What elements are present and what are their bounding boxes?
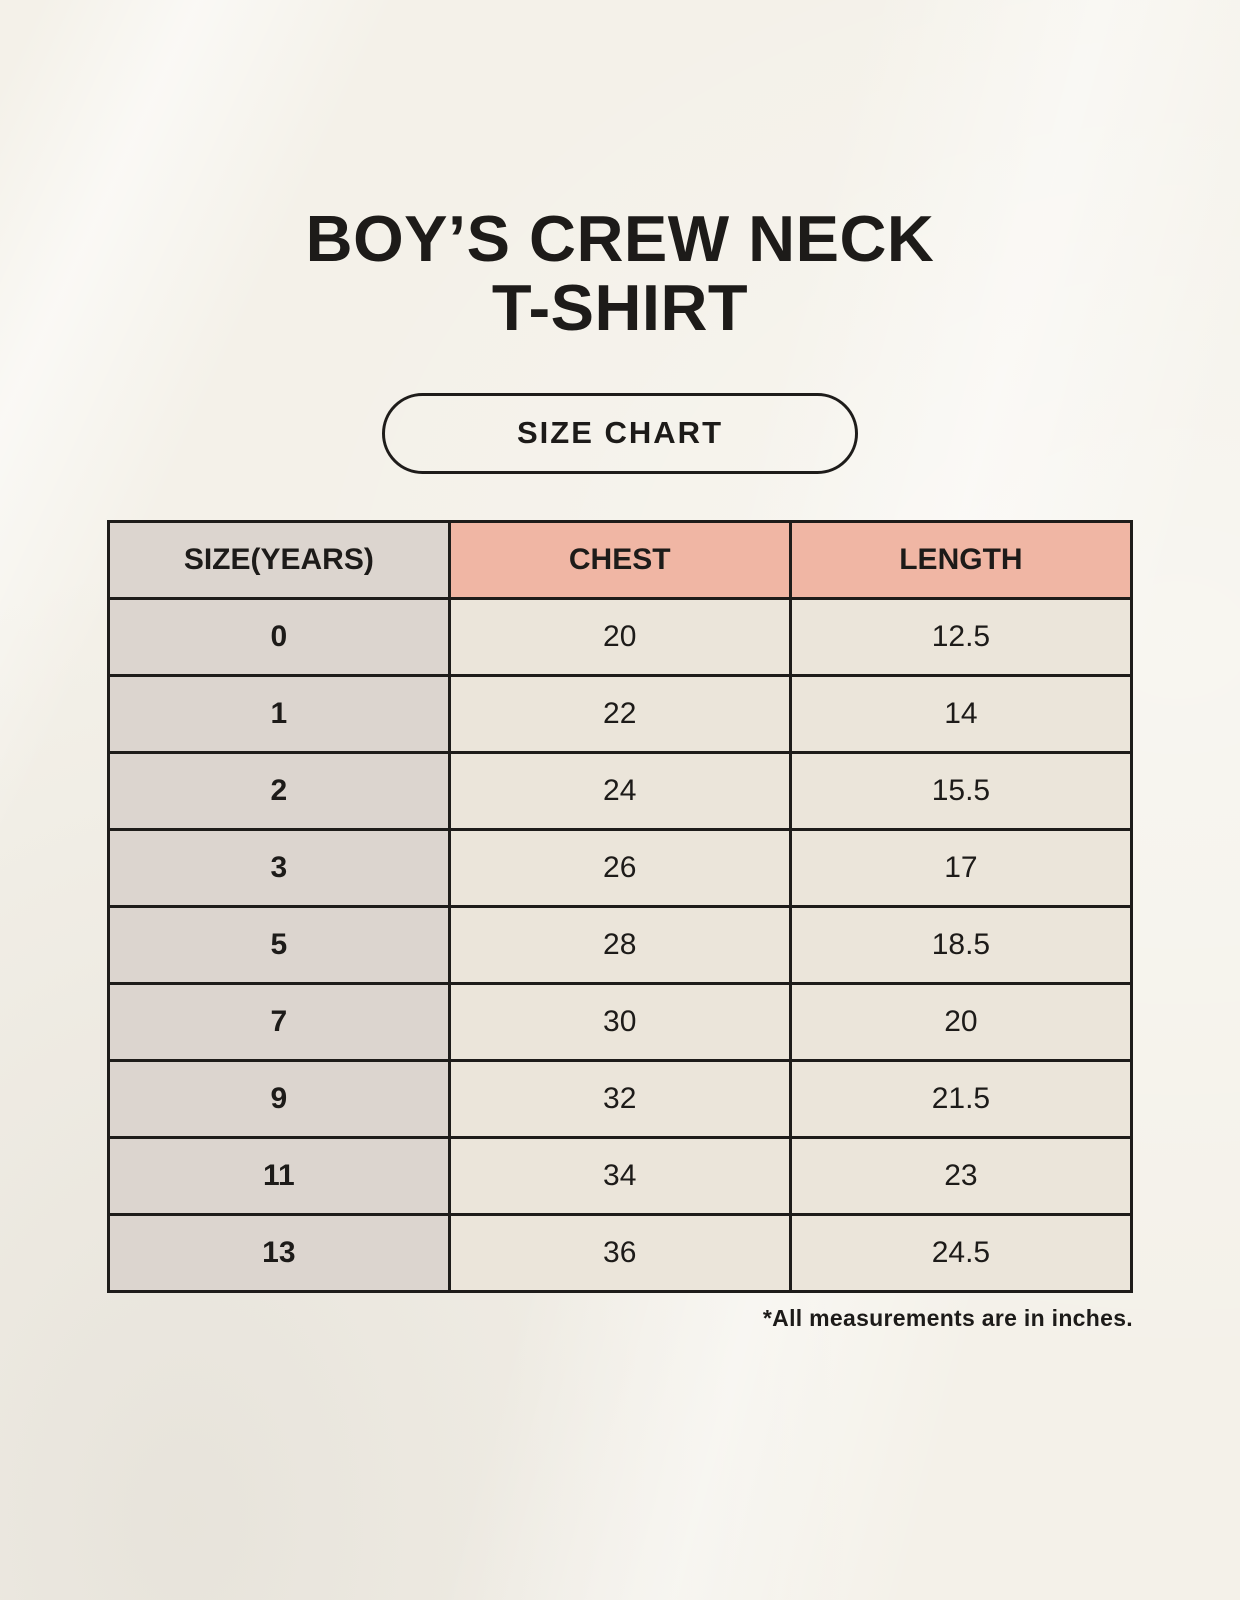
table-header: SIZE(YEARS) CHEST LENGTH [107, 519, 1134, 600]
table-row: 11 34 23 [107, 1135, 1134, 1216]
chest-cell: 34 [447, 1135, 792, 1216]
size-chart-table: SIZE(YEARS) CHEST LENGTH 0 20 12.5 1 22 … [107, 519, 1134, 1293]
size-cell: 3 [107, 827, 451, 908]
table-row: 5 28 18.5 [107, 904, 1134, 985]
table-row: 2 24 15.5 [107, 750, 1134, 831]
chest-cell: 26 [447, 827, 792, 908]
size-cell: 9 [107, 1058, 451, 1139]
header-cell-length: LENGTH [788, 519, 1134, 600]
length-cell: 12.5 [788, 596, 1134, 677]
table-row: 3 26 17 [107, 827, 1134, 908]
length-cell: 17 [788, 827, 1134, 908]
page-title-line-1: BOY’S CREW NECK [305, 202, 935, 275]
length-cell: 14 [788, 673, 1134, 754]
table-body: 0 20 12.5 1 22 14 2 24 15.5 3 26 17 [107, 596, 1134, 1293]
header-cell-size: SIZE(YEARS) [107, 519, 451, 600]
length-cell: 18.5 [788, 904, 1134, 985]
size-cell: 11 [107, 1135, 451, 1216]
length-cell: 20 [788, 981, 1134, 1062]
page-title-line-2: T-SHIRT [491, 270, 749, 344]
header-cell-chest: CHEST [447, 519, 792, 600]
length-cell: 23 [788, 1135, 1134, 1216]
size-cell: 13 [107, 1212, 451, 1293]
table-header-row: SIZE(YEARS) CHEST LENGTH [107, 519, 1134, 600]
chest-cell: 32 [447, 1058, 792, 1139]
table-row: 13 36 24.5 [107, 1212, 1134, 1293]
size-chart-table-container: SIZE(YEARS) CHEST LENGTH 0 20 12.5 1 22 … [107, 519, 1134, 1293]
size-chart-badge: SIZE CHART [382, 392, 858, 474]
size-cell: 2 [107, 750, 451, 831]
size-cell: 5 [107, 904, 451, 985]
size-cell: 1 [107, 673, 451, 754]
chest-cell: 24 [447, 750, 792, 831]
table-row: 7 30 20 [107, 981, 1134, 1062]
chest-cell: 20 [447, 596, 792, 677]
chest-cell: 36 [447, 1212, 792, 1293]
page-title: BOY’S CREW NECK T-SHIRT [120, 0, 1120, 343]
length-cell: 15.5 [788, 750, 1134, 831]
table-row: 1 22 14 [107, 673, 1134, 754]
size-cell: 0 [107, 596, 451, 677]
measurements-footnote: *All measurements are in inches. [762, 1304, 1133, 1331]
size-chart-badge-label: SIZE CHART [517, 415, 723, 451]
chest-cell: 22 [447, 673, 792, 754]
length-cell: 24.5 [788, 1212, 1134, 1293]
table-row: 0 20 12.5 [107, 596, 1134, 677]
chest-cell: 30 [447, 981, 792, 1062]
table-row: 9 32 21.5 [107, 1058, 1134, 1139]
length-cell: 21.5 [788, 1058, 1134, 1139]
chest-cell: 28 [447, 904, 792, 985]
size-cell: 7 [107, 981, 451, 1062]
